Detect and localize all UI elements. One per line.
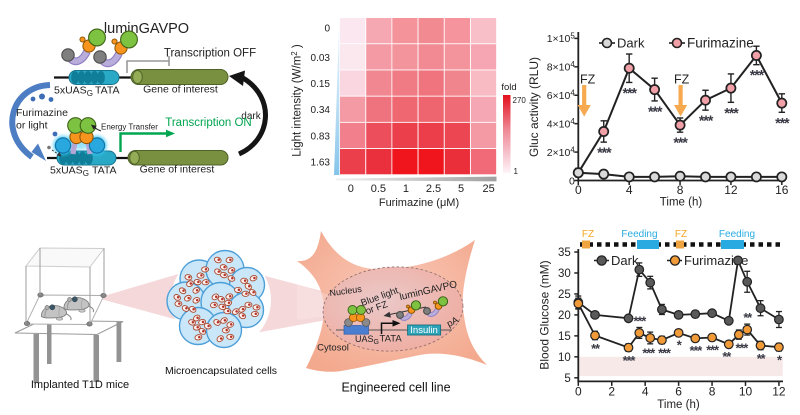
svg-text:***: *** <box>750 68 765 84</box>
svg-text:1.63: 1.63 <box>311 158 331 169</box>
svg-text:Nucleus: Nucleus <box>329 284 363 298</box>
svg-text:Furimazine: Furimazine <box>16 107 68 119</box>
svg-text:2: 2 <box>608 385 615 399</box>
svg-text:FZ: FZ <box>674 73 690 87</box>
svg-text:luminGAVPO: luminGAVPO <box>104 21 189 37</box>
svg-text:Time (h): Time (h) <box>657 399 700 411</box>
svg-text:5: 5 <box>458 183 464 195</box>
svg-text:***: *** <box>673 136 688 152</box>
svg-text:2×104: 2×104 <box>547 145 576 159</box>
svg-text:***: *** <box>648 104 663 120</box>
svg-text:Blood Glucose (mM): Blood Glucose (mM) <box>538 260 552 369</box>
svg-text:1: 1 <box>514 167 519 176</box>
svg-text:FZ: FZ <box>582 229 594 240</box>
svg-text:**: ** <box>743 310 753 325</box>
svg-text:Light intensity (W/m2 ): Light intensity (W/m2 ) <box>290 44 304 157</box>
svg-text:Microencapsulated cells: Microencapsulated cells <box>165 365 277 377</box>
svg-text:Feeding: Feeding <box>719 229 755 240</box>
svg-text:pA: pA <box>445 314 461 329</box>
svg-text:Dark: Dark <box>611 253 639 268</box>
svg-text:16: 16 <box>775 183 789 197</box>
svg-text:4: 4 <box>626 183 633 197</box>
svg-text:6×104: 6×104 <box>547 89 576 103</box>
svg-text:***: *** <box>775 116 790 132</box>
svg-text:12: 12 <box>772 385 786 399</box>
svg-text:*: * <box>777 352 783 367</box>
svg-text:6: 6 <box>675 385 682 399</box>
svg-text:Insulin: Insulin <box>410 325 437 336</box>
svg-text:Energy Transfer: Energy Transfer <box>101 123 158 132</box>
svg-text:0: 0 <box>575 385 582 399</box>
svg-text:5xUASG: 5xUASG <box>50 165 89 179</box>
svg-text:TATA: TATA <box>95 85 120 97</box>
svg-text:***: *** <box>736 341 750 356</box>
svg-text:Engineered cell line: Engineered cell line <box>341 381 450 395</box>
svg-text:Furimazine: Furimazine <box>684 253 748 268</box>
svg-text:***: *** <box>699 114 714 130</box>
svg-text:8: 8 <box>677 183 684 197</box>
svg-text:25: 25 <box>482 183 494 195</box>
svg-text:12: 12 <box>724 183 738 197</box>
svg-text:25: 25 <box>558 289 571 301</box>
svg-text:0.34: 0.34 <box>311 105 331 116</box>
svg-text:8: 8 <box>709 385 716 399</box>
svg-text:0: 0 <box>324 24 330 35</box>
svg-text:Feeding: Feeding <box>621 229 657 240</box>
svg-text:Gene of interest: Gene of interest <box>140 164 215 176</box>
svg-text:FZ: FZ <box>580 73 596 87</box>
svg-text:10: 10 <box>558 352 571 364</box>
svg-text:1: 1 <box>403 183 409 195</box>
svg-text:4×104: 4×104 <box>547 117 576 130</box>
svg-text:2.5: 2.5 <box>426 183 441 195</box>
svg-text:***: *** <box>597 146 612 162</box>
svg-text:Transcription ON: Transcription ON <box>165 117 252 129</box>
svg-text:Time (h): Time (h) <box>660 197 703 209</box>
svg-text:Gene of interest: Gene of interest <box>143 84 218 96</box>
svg-text:10: 10 <box>739 385 753 399</box>
svg-text:30: 30 <box>558 268 571 280</box>
svg-text:0: 0 <box>575 183 582 197</box>
svg-text:0.15: 0.15 <box>311 79 331 90</box>
svg-text:0.03: 0.03 <box>311 53 331 64</box>
svg-text:1×105: 1×105 <box>547 32 576 46</box>
svg-text:35: 35 <box>558 247 571 259</box>
svg-text:0: 0 <box>569 175 575 187</box>
svg-text:**: ** <box>591 341 601 356</box>
svg-text:Gluc activity (RLU): Gluc activity (RLU) <box>527 57 541 157</box>
svg-text:Transcription OFF: Transcription OFF <box>164 48 256 60</box>
svg-text:***: *** <box>724 106 739 122</box>
svg-text:*: * <box>677 337 683 352</box>
svg-text:5xUASG: 5xUASG <box>54 85 93 99</box>
svg-text:***: *** <box>634 313 648 328</box>
svg-text:0.5: 0.5 <box>371 183 386 195</box>
svg-text:***: *** <box>623 353 637 368</box>
svg-text:0: 0 <box>348 183 354 195</box>
svg-text:or light: or light <box>16 120 48 132</box>
svg-text:Furimazine (μM): Furimazine (μM) <box>379 197 459 209</box>
svg-text:8×104: 8×104 <box>547 60 576 74</box>
svg-text:15: 15 <box>558 331 571 343</box>
svg-text:***: *** <box>623 86 638 102</box>
svg-text:20: 20 <box>558 310 571 322</box>
svg-text:270: 270 <box>513 96 527 105</box>
svg-text:**: ** <box>757 351 767 366</box>
svg-text:Cytosol: Cytosol <box>317 343 349 354</box>
svg-text:dark: dark <box>241 111 261 122</box>
svg-text:Dark: Dark <box>617 36 645 51</box>
svg-text:***: *** <box>690 343 704 358</box>
svg-text:***: *** <box>706 342 720 357</box>
svg-text:TATA: TATA <box>92 165 117 177</box>
svg-text:TATA: TATA <box>380 334 403 345</box>
svg-text:0.83: 0.83 <box>311 131 331 142</box>
svg-text:4: 4 <box>642 385 649 399</box>
svg-text:***: *** <box>658 345 672 360</box>
svg-text:FZ: FZ <box>675 229 687 240</box>
svg-text:Furimazine: Furimazine <box>687 36 754 51</box>
svg-text:5: 5 <box>564 373 570 385</box>
svg-text:**: ** <box>722 349 732 364</box>
svg-text:UASG: UASG <box>355 334 379 346</box>
svg-text:Implanted T1D mice: Implanted T1D mice <box>31 379 129 391</box>
svg-text:***: *** <box>642 345 656 360</box>
svg-text:fold: fold <box>501 82 516 93</box>
